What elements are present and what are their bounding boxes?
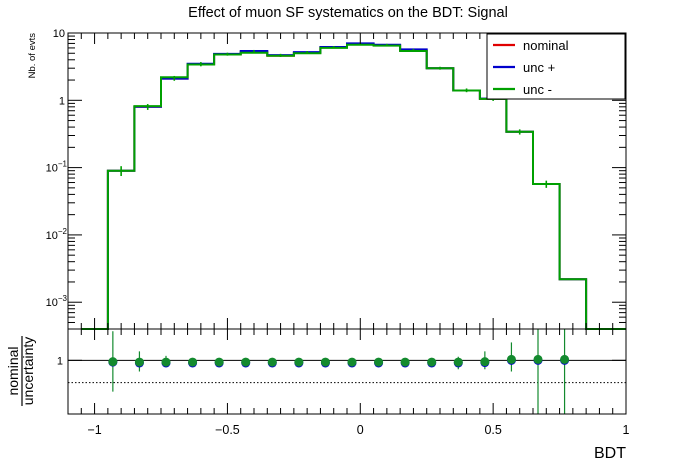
y-axis-label: Nb. of evts xyxy=(27,33,38,79)
ratio-marker-unc- xyxy=(294,357,304,367)
ratio-marker-unc- xyxy=(108,357,118,367)
ratio-marker-unc- xyxy=(374,357,384,367)
ratio-marker-unc- xyxy=(161,357,171,367)
ratio-ylabel-denominator: uncertainty xyxy=(20,337,36,405)
histogram-series xyxy=(81,42,626,330)
x-tick-label: 0.5 xyxy=(484,423,501,437)
y-tick-label: 10−1 xyxy=(46,160,68,175)
y-tick-label: 10−3 xyxy=(46,294,68,309)
ratio-marker-unc- xyxy=(214,357,224,367)
top-panel-axes: 10 1 10−1 10−2 10−3 xyxy=(46,28,627,330)
legend-label: unc - xyxy=(523,82,552,97)
legend: nominal unc + unc - xyxy=(486,33,626,100)
ratio-panel xyxy=(68,329,626,414)
x-tick-label: −1 xyxy=(87,423,101,437)
histogram-line-unc- xyxy=(81,43,626,330)
x-tick-label: 1 xyxy=(623,423,630,437)
ratio-marker-unc- xyxy=(427,357,437,367)
ratio-marker-unc- xyxy=(560,354,570,364)
ratio-y-tick-label: 1 xyxy=(57,355,63,367)
chart-title: Effect of muon SF systematics on the BDT… xyxy=(188,5,508,21)
ratio-plot-frame xyxy=(67,328,627,415)
ratio-marker-unc- xyxy=(134,357,144,367)
x-axis-label: BDT xyxy=(594,445,626,462)
x-tick-label: 0 xyxy=(357,423,364,437)
ratio-marker-unc- xyxy=(480,357,490,367)
y-tick-label: 10−2 xyxy=(46,227,68,242)
ratio-marker-unc- xyxy=(453,357,463,367)
ratio-marker-unc- xyxy=(533,354,543,364)
legend-label: nominal xyxy=(523,38,569,53)
histogram-error-bars xyxy=(120,43,548,188)
ratio-marker-unc- xyxy=(320,357,330,367)
ratio-marker-unc- xyxy=(506,354,516,364)
ratio-marker-unc- xyxy=(241,357,251,367)
ratio-marker-unc- xyxy=(188,357,198,367)
ratio-marker-unc- xyxy=(400,357,410,367)
legend-label: unc + xyxy=(523,60,555,75)
ratio-marker-unc- xyxy=(267,357,277,367)
x-tick-label: −0.5 xyxy=(215,423,240,437)
y-tick-label: 1 xyxy=(59,95,65,107)
ratio-marker-unc- xyxy=(347,357,357,367)
y-tick-label: 10 xyxy=(53,28,65,40)
ratio-panel-axes: −1 −0.5 0 0.5 1 1 xyxy=(57,328,630,437)
ratio-ylabel-numerator: nominal xyxy=(5,346,21,395)
